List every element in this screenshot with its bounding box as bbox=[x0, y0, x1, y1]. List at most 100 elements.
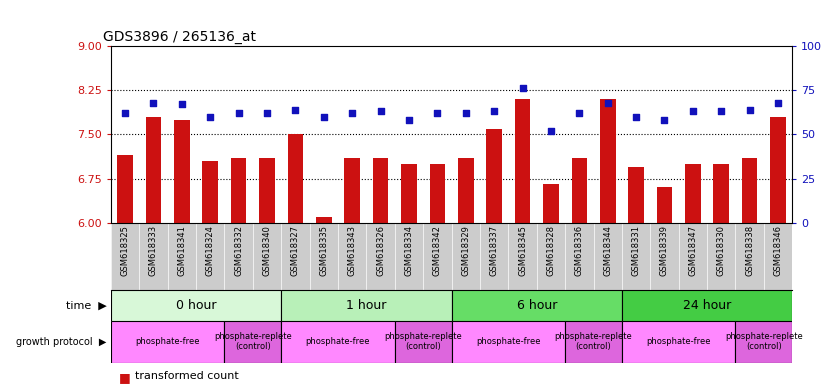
Point bbox=[175, 101, 188, 108]
Text: GSM618336: GSM618336 bbox=[575, 225, 584, 276]
Text: phosphate-free: phosphate-free bbox=[476, 337, 540, 346]
Bar bbox=[515, 99, 530, 223]
Text: GDS3896 / 265136_at: GDS3896 / 265136_at bbox=[103, 30, 255, 44]
Point bbox=[544, 128, 557, 134]
Bar bbox=[316, 217, 332, 223]
Text: GSM618329: GSM618329 bbox=[461, 225, 470, 276]
Text: phosphate-replete
(control): phosphate-replete (control) bbox=[214, 332, 291, 351]
Text: GSM618327: GSM618327 bbox=[291, 225, 300, 276]
Text: GSM618344: GSM618344 bbox=[603, 225, 612, 276]
Bar bbox=[628, 167, 644, 223]
Text: 24 hour: 24 hour bbox=[683, 299, 732, 312]
Text: GSM618324: GSM618324 bbox=[206, 225, 215, 276]
Bar bbox=[117, 155, 133, 223]
Point bbox=[715, 108, 728, 114]
Bar bbox=[622, 290, 792, 321]
Text: phosphate-free: phosphate-free bbox=[135, 337, 200, 346]
Point bbox=[118, 110, 131, 116]
Bar bbox=[174, 120, 190, 223]
Text: GSM618341: GSM618341 bbox=[177, 225, 186, 276]
Bar bbox=[452, 290, 622, 321]
Point bbox=[374, 108, 388, 114]
Text: phosphate-replete
(control): phosphate-replete (control) bbox=[555, 332, 632, 351]
Bar bbox=[458, 158, 474, 223]
Point bbox=[147, 99, 160, 106]
Bar bbox=[287, 134, 303, 223]
Text: GSM618339: GSM618339 bbox=[660, 225, 669, 276]
Point bbox=[346, 110, 359, 116]
Point bbox=[289, 107, 302, 113]
Point bbox=[601, 99, 614, 106]
Text: phosphate-replete
(control): phosphate-replete (control) bbox=[725, 332, 803, 351]
Bar bbox=[770, 117, 786, 223]
Bar bbox=[544, 184, 559, 223]
Point bbox=[402, 117, 415, 123]
Bar bbox=[571, 158, 587, 223]
Point bbox=[573, 110, 586, 116]
Text: GSM618335: GSM618335 bbox=[319, 225, 328, 276]
Point bbox=[260, 110, 273, 116]
Point bbox=[772, 99, 785, 106]
Text: GSM618343: GSM618343 bbox=[347, 225, 356, 276]
Point bbox=[459, 110, 472, 116]
Text: GSM618345: GSM618345 bbox=[518, 225, 527, 276]
Text: phosphate-free: phosphate-free bbox=[305, 337, 370, 346]
Text: GSM618334: GSM618334 bbox=[405, 225, 414, 276]
Bar bbox=[713, 164, 729, 223]
Bar bbox=[565, 321, 622, 363]
Text: ■: ■ bbox=[119, 371, 131, 384]
Point bbox=[686, 108, 699, 114]
Text: 0 hour: 0 hour bbox=[176, 299, 216, 312]
Bar bbox=[452, 321, 565, 363]
Bar bbox=[231, 158, 246, 223]
Point bbox=[488, 108, 501, 114]
Text: GSM618330: GSM618330 bbox=[717, 225, 726, 276]
Text: GSM618332: GSM618332 bbox=[234, 225, 243, 276]
Point bbox=[743, 107, 756, 113]
Point bbox=[204, 114, 217, 120]
Text: 1 hour: 1 hour bbox=[346, 299, 387, 312]
Bar bbox=[622, 321, 736, 363]
Bar bbox=[401, 164, 417, 223]
Text: GSM618340: GSM618340 bbox=[263, 225, 272, 276]
Text: GSM618347: GSM618347 bbox=[688, 225, 697, 276]
Bar bbox=[685, 164, 700, 223]
Bar bbox=[281, 290, 452, 321]
Text: GSM618346: GSM618346 bbox=[773, 225, 782, 276]
Point bbox=[658, 117, 671, 123]
Bar bbox=[486, 129, 502, 223]
Text: GSM618338: GSM618338 bbox=[745, 225, 754, 276]
Text: GSM618326: GSM618326 bbox=[376, 225, 385, 276]
Text: growth protocol  ▶: growth protocol ▶ bbox=[16, 337, 107, 347]
Bar bbox=[600, 99, 616, 223]
Bar bbox=[373, 158, 388, 223]
Bar bbox=[111, 321, 224, 363]
Bar bbox=[145, 117, 161, 223]
Bar bbox=[657, 187, 672, 223]
Text: GSM618325: GSM618325 bbox=[121, 225, 130, 276]
Point bbox=[630, 114, 643, 120]
Text: 6 hour: 6 hour bbox=[516, 299, 557, 312]
Bar bbox=[395, 321, 452, 363]
Bar bbox=[344, 158, 360, 223]
Bar bbox=[281, 321, 395, 363]
Point bbox=[232, 110, 245, 116]
Text: transformed count: transformed count bbox=[135, 371, 239, 381]
Text: GSM618328: GSM618328 bbox=[547, 225, 556, 276]
Bar bbox=[224, 321, 281, 363]
Point bbox=[317, 114, 330, 120]
Point bbox=[431, 110, 444, 116]
Text: GSM618342: GSM618342 bbox=[433, 225, 442, 276]
Text: phosphate-free: phosphate-free bbox=[646, 337, 711, 346]
Text: phosphate-replete
(control): phosphate-replete (control) bbox=[384, 332, 462, 351]
Bar bbox=[259, 158, 275, 223]
Text: time  ▶: time ▶ bbox=[66, 300, 107, 310]
Text: GSM618331: GSM618331 bbox=[631, 225, 640, 276]
Bar bbox=[429, 164, 445, 223]
Text: GSM618333: GSM618333 bbox=[149, 225, 158, 276]
Text: GSM618337: GSM618337 bbox=[489, 225, 498, 276]
Bar bbox=[111, 290, 281, 321]
Point bbox=[516, 85, 529, 91]
Bar bbox=[736, 321, 792, 363]
Bar bbox=[742, 158, 758, 223]
